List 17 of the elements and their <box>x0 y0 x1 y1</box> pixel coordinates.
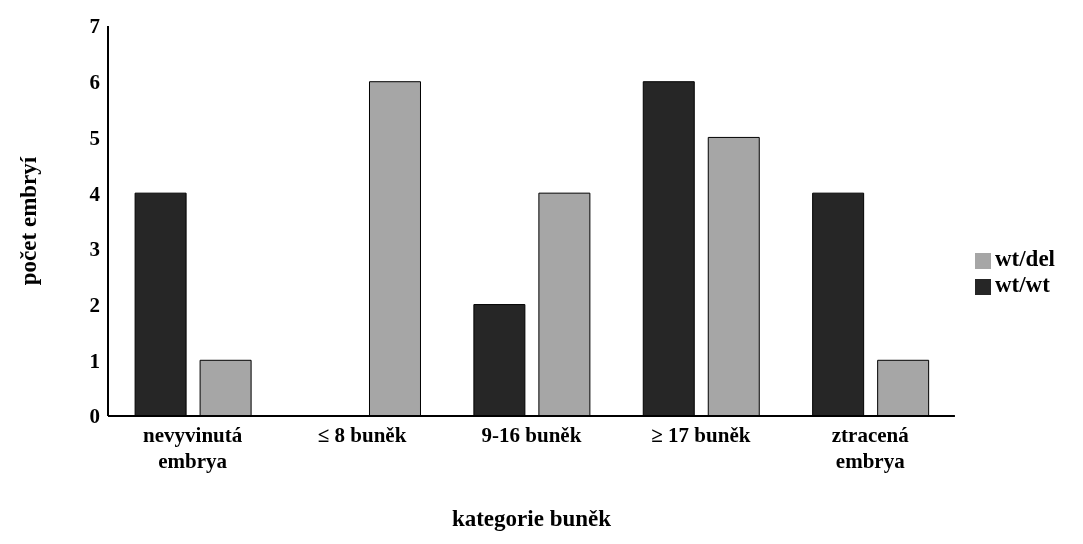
y-tick-label: 4 <box>89 181 101 206</box>
legend-label: wt/wt <box>994 272 1050 297</box>
y-tick-label: 1 <box>89 348 100 373</box>
y-tick-label: 2 <box>89 293 100 318</box>
y-tick-label: 0 <box>89 404 100 429</box>
y-tick-label: 6 <box>89 70 100 95</box>
x-tick-label: 9-16 buněk <box>481 423 582 447</box>
legend-label: wt/del <box>994 246 1055 271</box>
x-tick-label: ≤ 8 buněk <box>317 423 407 447</box>
x-tick-label: ≥ 17 buněk <box>651 423 751 447</box>
y-tick-label: 3 <box>89 237 100 262</box>
x-tick-label: ztracená embrya <box>831 423 910 473</box>
y-axis-title: počet embryí <box>16 156 42 286</box>
x-axis-title: kategorie buněk <box>451 506 612 531</box>
y-tick-label: 7 <box>89 14 100 39</box>
x-tick-label: nevyvinutá embrya <box>143 423 243 473</box>
y-tick-label: 5 <box>89 125 100 150</box>
